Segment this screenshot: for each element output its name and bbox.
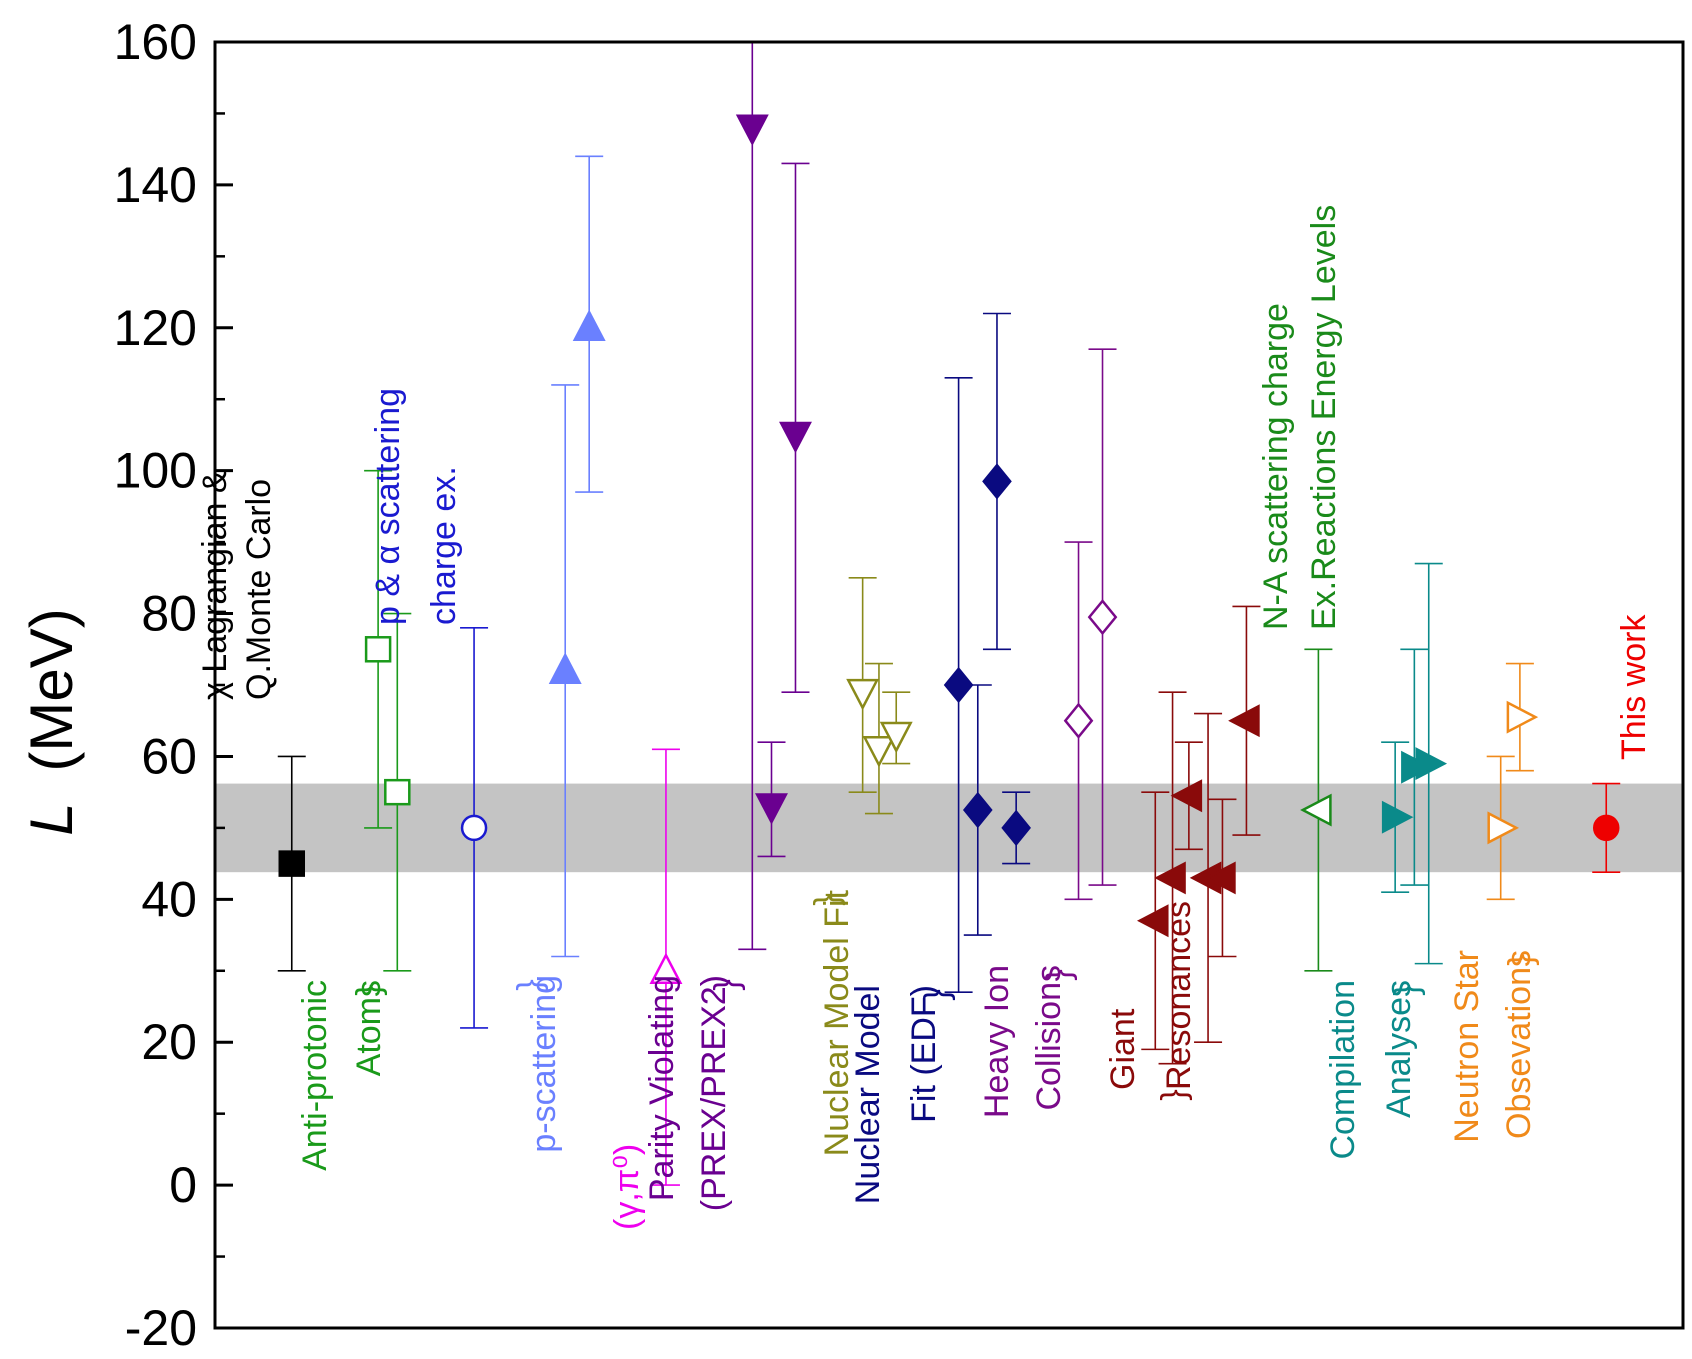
group-label-line: N-A scattering charge	[1257, 303, 1295, 630]
group-label-line: Analyses	[1380, 980, 1418, 1118]
data-point-triangle-up	[649, 952, 683, 985]
data-point-triangle-down	[735, 114, 769, 147]
data-point-diamond	[1087, 598, 1118, 636]
data-point-diamond	[1001, 809, 1031, 847]
data-point-triangle-down	[779, 421, 812, 454]
data-point-triangle-down	[755, 793, 788, 825]
data-point-triangle-left	[1154, 861, 1186, 895]
data-point-triangle-up	[548, 652, 582, 684]
group-label-na-scattering: N-A scattering charge Ex.Reactions Energy…	[1257, 205, 1343, 630]
data-point-square	[384, 778, 411, 806]
group-label-p-scattering: p-scattering	[525, 975, 563, 1153]
y-axis-symbol: L	[18, 802, 85, 835]
data-point-triangle-right	[1506, 700, 1539, 734]
data-point-diamond	[943, 666, 974, 704]
group-label-line: Heavy Ion	[978, 965, 1016, 1118]
group-label-nuclear-model-fit: Nuclear Model Fit	[818, 889, 856, 1156]
data-point-triangle-left	[1204, 861, 1236, 895]
data-point-square	[364, 636, 392, 663]
y-tick-label: 160	[114, 14, 197, 70]
group-label-neutron-star: Neutron Star Obsevations	[1448, 950, 1538, 1143]
data-point-triangle-down	[862, 736, 896, 768]
data-point-triangle-left	[1170, 779, 1203, 813]
group-label-giant-resonances: Giant Resonances	[1104, 901, 1198, 1090]
group-label-line: p-scattering	[525, 975, 563, 1153]
group-brace: }	[1155, 1089, 1193, 1100]
data-point-triangle-down	[879, 721, 913, 754]
group-label-line: Anti-protonic	[296, 980, 334, 1171]
group-label-gamma-pi: (γ,π⁰)	[608, 1144, 646, 1230]
data-point-triangle-right	[1381, 800, 1414, 834]
group-brace: }	[1502, 954, 1540, 965]
y-axis-unit: (MeV)	[18, 608, 85, 771]
group-brace: }	[350, 984, 388, 995]
group-label-line: Atoms	[350, 980, 388, 1076]
data-point-triangle-left	[1300, 793, 1332, 827]
group-label-line: p & α scattering	[369, 388, 407, 625]
y-axis-label: L (MeV)	[18, 608, 85, 835]
reference-band	[215, 783, 1683, 873]
data-point-diamond	[962, 791, 993, 829]
group-brace: }	[808, 894, 846, 905]
group-label-this-work: This work	[1615, 614, 1653, 760]
group-label-line: Parity Violating	[643, 975, 681, 1201]
y-tick-label: -20	[125, 1300, 197, 1356]
group-label-line: Resonances	[1160, 901, 1198, 1090]
data-point-square	[278, 850, 306, 877]
group-label-line: Nuclear Model	[849, 985, 887, 1204]
group-label-line: Giant	[1104, 1008, 1142, 1090]
data-point-diamond	[1063, 702, 1094, 739]
data-point-circle	[460, 814, 488, 842]
group-label-line: (PREX/PREX2)	[695, 975, 733, 1211]
y-tick-label: 0	[169, 1157, 197, 1213]
group-label-line: Obsevations	[1500, 950, 1538, 1139]
group-label-parity-violating: Parity Violating (PREX/PREX2)	[643, 975, 733, 1211]
data-point-triangle-left	[1136, 904, 1169, 938]
group-brace: }	[1388, 984, 1426, 995]
group-brace: }	[708, 979, 746, 990]
group-label-line: Fit (EDF)	[905, 985, 943, 1123]
group-brace: }	[918, 989, 956, 1000]
y-tick-label: 20	[141, 1014, 197, 1070]
group-label-line: Ex.Reactions Energy Levels	[1305, 205, 1343, 630]
data-point-triangle-right	[1415, 747, 1448, 781]
y-tick-label: 80	[141, 586, 197, 642]
group-label-antiprotonic: Anti-protonic Atoms	[296, 980, 388, 1171]
data-point-triangle-up	[572, 309, 606, 342]
group-label-line: Collisions	[1030, 965, 1068, 1111]
group-label-line: charge ex.	[425, 466, 463, 625]
error-bar	[738, 42, 767, 951]
y-tick-label: 120	[114, 300, 197, 356]
data-point-diamond	[982, 463, 1012, 500]
data-point-triangle-right	[1487, 811, 1520, 845]
group-label-chiral: χ Lagrangian & Q.Monte Carlo	[196, 470, 278, 700]
y-tick-label: 100	[114, 443, 197, 499]
group-label-line: (γ,π⁰)	[608, 1144, 646, 1230]
group-label-line: Compilation	[1324, 980, 1362, 1160]
data-point-circle	[1592, 814, 1620, 842]
group-label-line: Nuclear Model Fit	[818, 889, 856, 1156]
group-brace: }	[1040, 969, 1078, 980]
group-label-p-alpha: p & α scattering charge ex.	[369, 388, 463, 625]
group-label-heavy-ion: Heavy Ion Collisions	[978, 965, 1068, 1118]
group-label-line: This work	[1615, 614, 1653, 760]
group-label-line: Neutron Star	[1448, 950, 1486, 1143]
data-point-triangle-left	[1228, 704, 1260, 738]
group-label-line: Q.Monte Carlo	[240, 479, 278, 700]
group-brace: }	[511, 979, 549, 990]
y-tick-label: 60	[141, 728, 197, 784]
group-label-compilation: Compilation Analyses	[1324, 980, 1418, 1160]
data-point-triangle-down	[846, 678, 880, 711]
group-label-nuclear-model-edf: Nuclear Model Fit (EDF)	[849, 985, 943, 1204]
y-tick-label: 140	[114, 157, 197, 213]
y-tick-label: 40	[141, 871, 197, 927]
